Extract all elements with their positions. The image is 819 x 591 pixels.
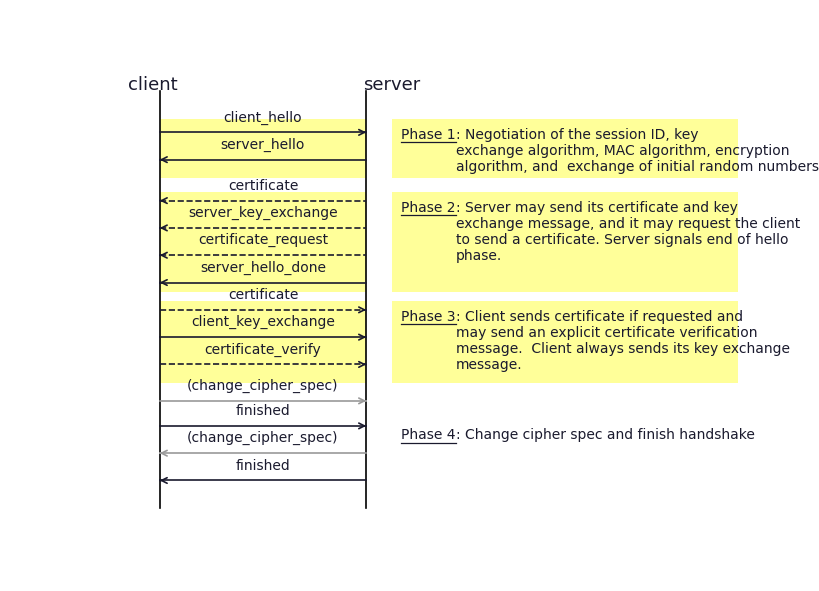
Text: Phase 1: Phase 1 <box>400 128 455 142</box>
Text: (change_cipher_spec): (change_cipher_spec) <box>187 379 338 393</box>
Text: server: server <box>363 76 420 93</box>
Text: finished: finished <box>235 404 290 418</box>
Text: : Server may send its certificate and key
exchange message, and it may request t: : Server may send its certificate and ke… <box>455 200 799 263</box>
Text: client_key_exchange: client_key_exchange <box>191 315 334 329</box>
Text: certificate_request: certificate_request <box>197 233 328 248</box>
Text: (change_cipher_spec): (change_cipher_spec) <box>187 431 338 446</box>
Text: : Change cipher spec and finish handshake: : Change cipher spec and finish handshak… <box>455 428 753 442</box>
Text: server_hello_done: server_hello_done <box>200 261 326 275</box>
Bar <box>391 301 737 382</box>
Text: certificate: certificate <box>228 288 298 302</box>
Text: Phase 2: Phase 2 <box>400 200 455 215</box>
Bar <box>160 301 366 382</box>
Bar <box>391 119 737 178</box>
Text: : Negotiation of the session ID, key
exchange algorithm, MAC algorithm, encrypti: : Negotiation of the session ID, key exc… <box>455 128 818 174</box>
Text: Phase 3: Phase 3 <box>400 310 455 324</box>
Bar <box>160 191 366 291</box>
Text: server_hello: server_hello <box>220 138 305 152</box>
Text: : Client sends certificate if requested and
may send an explicit certificate ver: : Client sends certificate if requested … <box>455 310 789 372</box>
Text: certificate: certificate <box>228 179 298 193</box>
Text: certificate_verify: certificate_verify <box>204 343 321 357</box>
Text: client: client <box>128 76 178 93</box>
Text: client_hello: client_hello <box>224 111 302 125</box>
Text: Phase 4: Phase 4 <box>400 428 455 442</box>
Bar <box>160 119 366 178</box>
Text: server_key_exchange: server_key_exchange <box>188 206 337 220</box>
Bar <box>391 191 737 291</box>
Text: finished: finished <box>235 459 290 473</box>
